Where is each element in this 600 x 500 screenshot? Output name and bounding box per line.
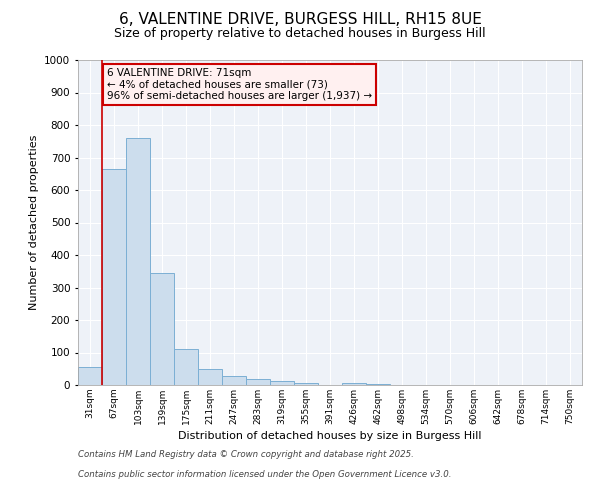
Bar [342,382,366,385]
X-axis label: Distribution of detached houses by size in Burgess Hill: Distribution of detached houses by size … [178,431,482,441]
Text: Contains HM Land Registry data © Crown copyright and database right 2025.: Contains HM Land Registry data © Crown c… [78,450,414,459]
Bar [198,369,222,385]
Bar [102,169,126,385]
Y-axis label: Number of detached properties: Number of detached properties [29,135,38,310]
Text: 6 VALENTINE DRIVE: 71sqm
← 4% of detached houses are smaller (73)
96% of semi-de: 6 VALENTINE DRIVE: 71sqm ← 4% of detache… [107,68,372,102]
Text: Contains public sector information licensed under the Open Government Licence v3: Contains public sector information licen… [78,470,452,479]
Bar [126,138,150,385]
Bar [366,384,390,385]
Bar [78,367,102,385]
Bar [174,349,198,385]
Bar [246,379,270,385]
Text: Size of property relative to detached houses in Burgess Hill: Size of property relative to detached ho… [114,28,486,40]
Text: 6, VALENTINE DRIVE, BURGESS HILL, RH15 8UE: 6, VALENTINE DRIVE, BURGESS HILL, RH15 8… [119,12,481,28]
Bar [150,273,174,385]
Bar [222,376,246,385]
Bar [294,384,318,385]
Bar [270,381,294,385]
